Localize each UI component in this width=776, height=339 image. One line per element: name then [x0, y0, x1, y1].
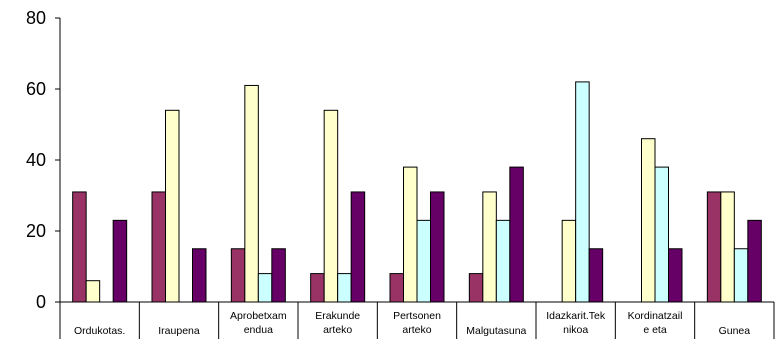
bar-series-3-cat-3 — [257, 273, 273, 303]
y-axis: 0 20 40 60 80 — [26, 8, 61, 312]
bars — [72, 81, 762, 303]
bar-series-1-cat-2 — [151, 191, 166, 303]
bar-series-1-cat-3 — [230, 248, 246, 303]
bar-series-4-cat-1 — [112, 219, 128, 303]
x-tick-label: arteko — [323, 324, 352, 336]
bar-series-4-cat-3 — [271, 248, 286, 303]
bar-series-1-cat-9 — [706, 191, 722, 303]
bar-series-4-cat-4 — [350, 191, 366, 303]
x-axis: Ordukotas. Iraupena Aprobetxam endua Erakund… — [59, 301, 775, 339]
bar-series-3-cat-6 — [495, 219, 511, 303]
x-tick-label: Iraupena — [158, 325, 200, 337]
bar-series-4-cat-5 — [430, 191, 445, 303]
y-tick-label: 20 — [26, 221, 46, 241]
bar-series-2-cat-7 — [561, 219, 577, 303]
bar-series-4-cat-9 — [747, 219, 762, 303]
y-tick-label: 40 — [26, 150, 46, 170]
x-tick-label: Gunea — [719, 325, 751, 337]
bar-series-2-cat-3 — [244, 84, 259, 303]
x-tick-label: Kordinatzail — [628, 310, 683, 322]
x-tick-label: Malgutasuna — [466, 325, 526, 337]
bar-series-2-cat-5 — [403, 166, 418, 303]
x-tick-label: nikoa — [563, 324, 588, 336]
y-tick-label: 80 — [26, 8, 46, 28]
bar-series-4-cat-2 — [192, 248, 207, 303]
bar-series-1-cat-1 — [72, 191, 87, 303]
bar-series-4-cat-6 — [509, 166, 524, 303]
x-tick-label: Ordukotas. — [74, 325, 125, 337]
x-tick-label: Erakunde — [315, 310, 360, 322]
x-tick-label: Aprobetxam — [230, 310, 287, 322]
bar-series-3-cat-9 — [733, 248, 749, 303]
bar-series-4-cat-7 — [588, 248, 604, 303]
bar-series-4-cat-8 — [668, 248, 683, 303]
x-tick-label: Idazkarit.Tek — [546, 310, 606, 322]
y-tick-label: 60 — [26, 79, 46, 99]
bar-series-2-cat-4 — [323, 109, 339, 303]
bar-series-2-cat-9 — [720, 191, 735, 303]
bar-series-3-cat-7 — [575, 81, 590, 303]
x-tick-label: e eta — [643, 324, 667, 336]
bar-series-3-cat-8 — [654, 166, 669, 303]
bar-series-1-cat-4 — [310, 273, 325, 303]
bar-series-1-cat-6 — [468, 273, 484, 303]
x-tick-label: arteko — [402, 324, 431, 336]
y-tick-label: 0 — [36, 292, 46, 312]
bar-series-2-cat-2 — [165, 109, 180, 303]
bar-series-2-cat-8 — [641, 138, 656, 303]
bar-series-2-cat-6 — [482, 191, 497, 303]
x-tick-label: Pertsonen — [393, 310, 441, 322]
bar-series-3-cat-5 — [416, 219, 431, 303]
bar-series-3-cat-4 — [337, 273, 352, 303]
bar-series-2-cat-1 — [85, 280, 101, 303]
bar-series-1-cat-5 — [389, 273, 404, 303]
x-tick-label: endua — [244, 324, 273, 336]
